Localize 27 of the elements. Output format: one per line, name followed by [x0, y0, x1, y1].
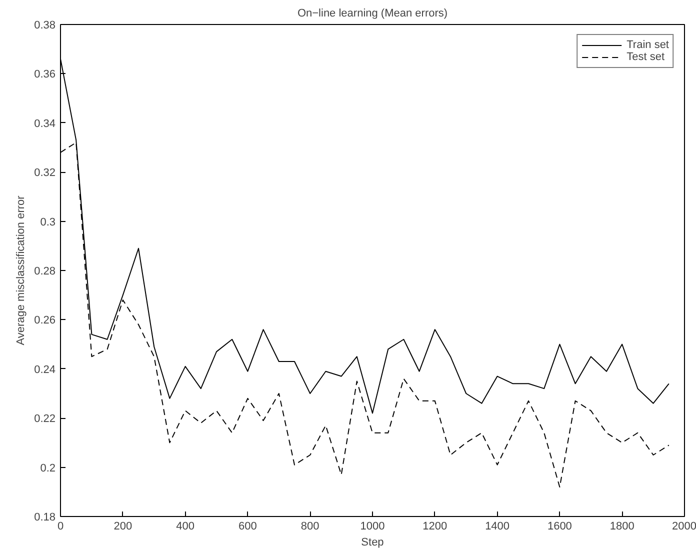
x-tick-label: 800	[300, 520, 320, 532]
y-tick-label: 0.32	[34, 167, 56, 180]
y-tick-label: 0.3	[40, 216, 56, 228]
x-tick-label: 1400	[485, 520, 510, 532]
x-tick-label: 200	[114, 520, 132, 532]
y-tick-label: 0.22	[34, 413, 56, 426]
y-tick-label: 0.34	[34, 118, 56, 130]
y-tick-label: 0.24	[34, 364, 56, 376]
legend-label: Train set	[626, 39, 669, 51]
x-tick-label: 0	[57, 520, 64, 532]
x-tick-label: 1000	[360, 520, 385, 532]
chart-title: On−line learning (Mean errors)	[297, 8, 448, 20]
x-tick-label: 1600	[547, 520, 572, 532]
y-tick-label: 0.36	[34, 68, 56, 81]
x-tick-label: 400	[176, 520, 194, 532]
y-axis-title: Average misclassification error	[15, 195, 28, 346]
y-tick-label: 0.28	[34, 266, 56, 278]
y-tick-label: 0.26	[34, 314, 56, 327]
x-tick-label: 2000	[672, 520, 696, 532]
x-axis-title: Step	[361, 536, 384, 548]
x-tick-label: 600	[238, 520, 257, 532]
legend-label: Test set	[626, 51, 665, 63]
x-tick-label: 1800	[610, 520, 634, 532]
y-tick-label: 0.18	[34, 512, 56, 524]
x-tick-label: 1200	[422, 520, 448, 532]
y-tick-label: 0.38	[34, 20, 56, 32]
y-tick-label: 0.2	[40, 462, 56, 474]
